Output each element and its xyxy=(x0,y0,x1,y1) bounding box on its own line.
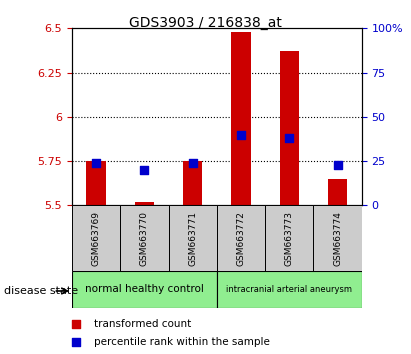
Bar xyxy=(183,161,202,205)
Text: GSM663774: GSM663774 xyxy=(333,211,342,266)
Bar xyxy=(217,271,362,308)
Text: GSM663773: GSM663773 xyxy=(285,211,294,266)
Text: disease state: disease state xyxy=(4,286,78,296)
Bar xyxy=(279,51,299,205)
Bar xyxy=(72,205,120,271)
Bar xyxy=(328,179,347,205)
Bar xyxy=(169,205,217,271)
Text: GSM663770: GSM663770 xyxy=(140,211,149,266)
Text: percentile rank within the sample: percentile rank within the sample xyxy=(94,337,269,348)
Point xyxy=(189,160,196,166)
Bar xyxy=(135,202,154,205)
Text: transformed count: transformed count xyxy=(94,319,191,329)
Text: GSM663769: GSM663769 xyxy=(92,211,101,266)
Point xyxy=(238,132,244,137)
Point xyxy=(72,321,79,327)
Bar xyxy=(120,205,169,271)
Bar xyxy=(217,205,265,271)
Text: GSM663771: GSM663771 xyxy=(188,211,197,266)
Point xyxy=(72,340,79,346)
Point xyxy=(334,162,341,167)
Bar xyxy=(265,205,314,271)
Bar xyxy=(86,161,106,205)
Bar xyxy=(231,32,251,205)
Text: intracranial arterial aneurysm: intracranial arterial aneurysm xyxy=(226,285,352,294)
Bar xyxy=(72,271,217,308)
Bar xyxy=(314,205,362,271)
Text: normal healthy control: normal healthy control xyxy=(85,284,204,295)
Point xyxy=(286,135,293,141)
Text: GSM663772: GSM663772 xyxy=(236,211,245,266)
Text: GDS3903 / 216838_at: GDS3903 / 216838_at xyxy=(129,16,282,30)
Point xyxy=(141,167,148,173)
Point xyxy=(93,160,99,166)
